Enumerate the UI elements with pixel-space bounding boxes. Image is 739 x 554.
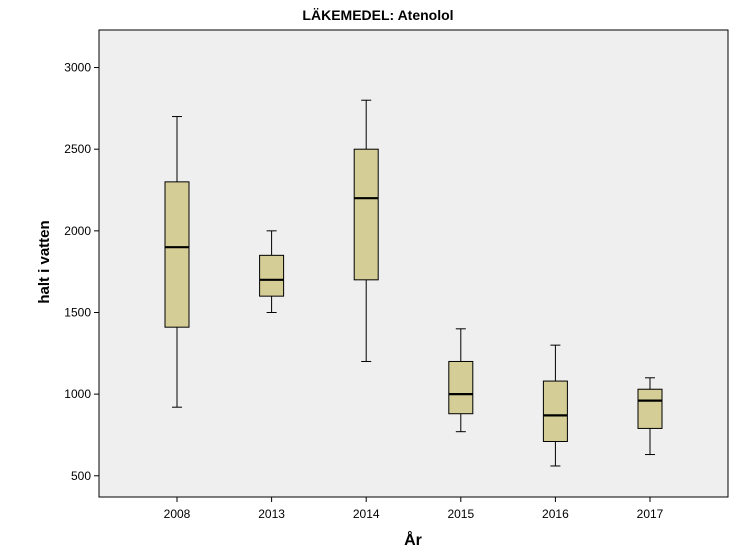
iqr-box bbox=[259, 254, 285, 297]
box-2008 bbox=[164, 116, 190, 408]
iqr-box bbox=[637, 388, 663, 429]
x-tick-label: 2014 bbox=[353, 507, 380, 521]
box-2016 bbox=[542, 344, 568, 467]
y-tick-label: 500 bbox=[71, 469, 91, 483]
x-tick-label: 2016 bbox=[542, 507, 569, 521]
x-tick-label: 2013 bbox=[258, 507, 285, 521]
x-tick-label: 2008 bbox=[164, 507, 191, 521]
chart-title: LÄKEMEDEL: Atenolol bbox=[302, 7, 453, 23]
y-tick-label: 3000 bbox=[64, 61, 91, 75]
y-tick-label: 2000 bbox=[64, 224, 91, 238]
box-2013 bbox=[259, 230, 285, 313]
y-tick-label: 2500 bbox=[64, 142, 91, 156]
x-axis-label: År bbox=[404, 530, 422, 549]
y-axis-label: halt i vatten bbox=[36, 220, 53, 303]
x-tick-label: 2015 bbox=[447, 507, 474, 521]
x-tick-label: 2017 bbox=[637, 507, 664, 521]
y-axis: 500 1000 1500 2000 2500 3000 bbox=[64, 61, 99, 483]
iqr-box bbox=[164, 181, 190, 328]
box-series bbox=[164, 99, 663, 467]
x-axis: 2008 2013 2014 2015 2016 2017 bbox=[164, 497, 664, 521]
iqr-box bbox=[353, 148, 379, 281]
iqr-box bbox=[448, 360, 474, 415]
box-2014 bbox=[353, 99, 379, 362]
box-2017 bbox=[637, 377, 663, 456]
plot-area bbox=[98, 29, 729, 498]
iqr-box bbox=[542, 380, 568, 442]
box-2015 bbox=[448, 328, 474, 433]
y-tick-label: 1000 bbox=[64, 387, 91, 401]
y-tick-label: 1500 bbox=[64, 305, 91, 319]
